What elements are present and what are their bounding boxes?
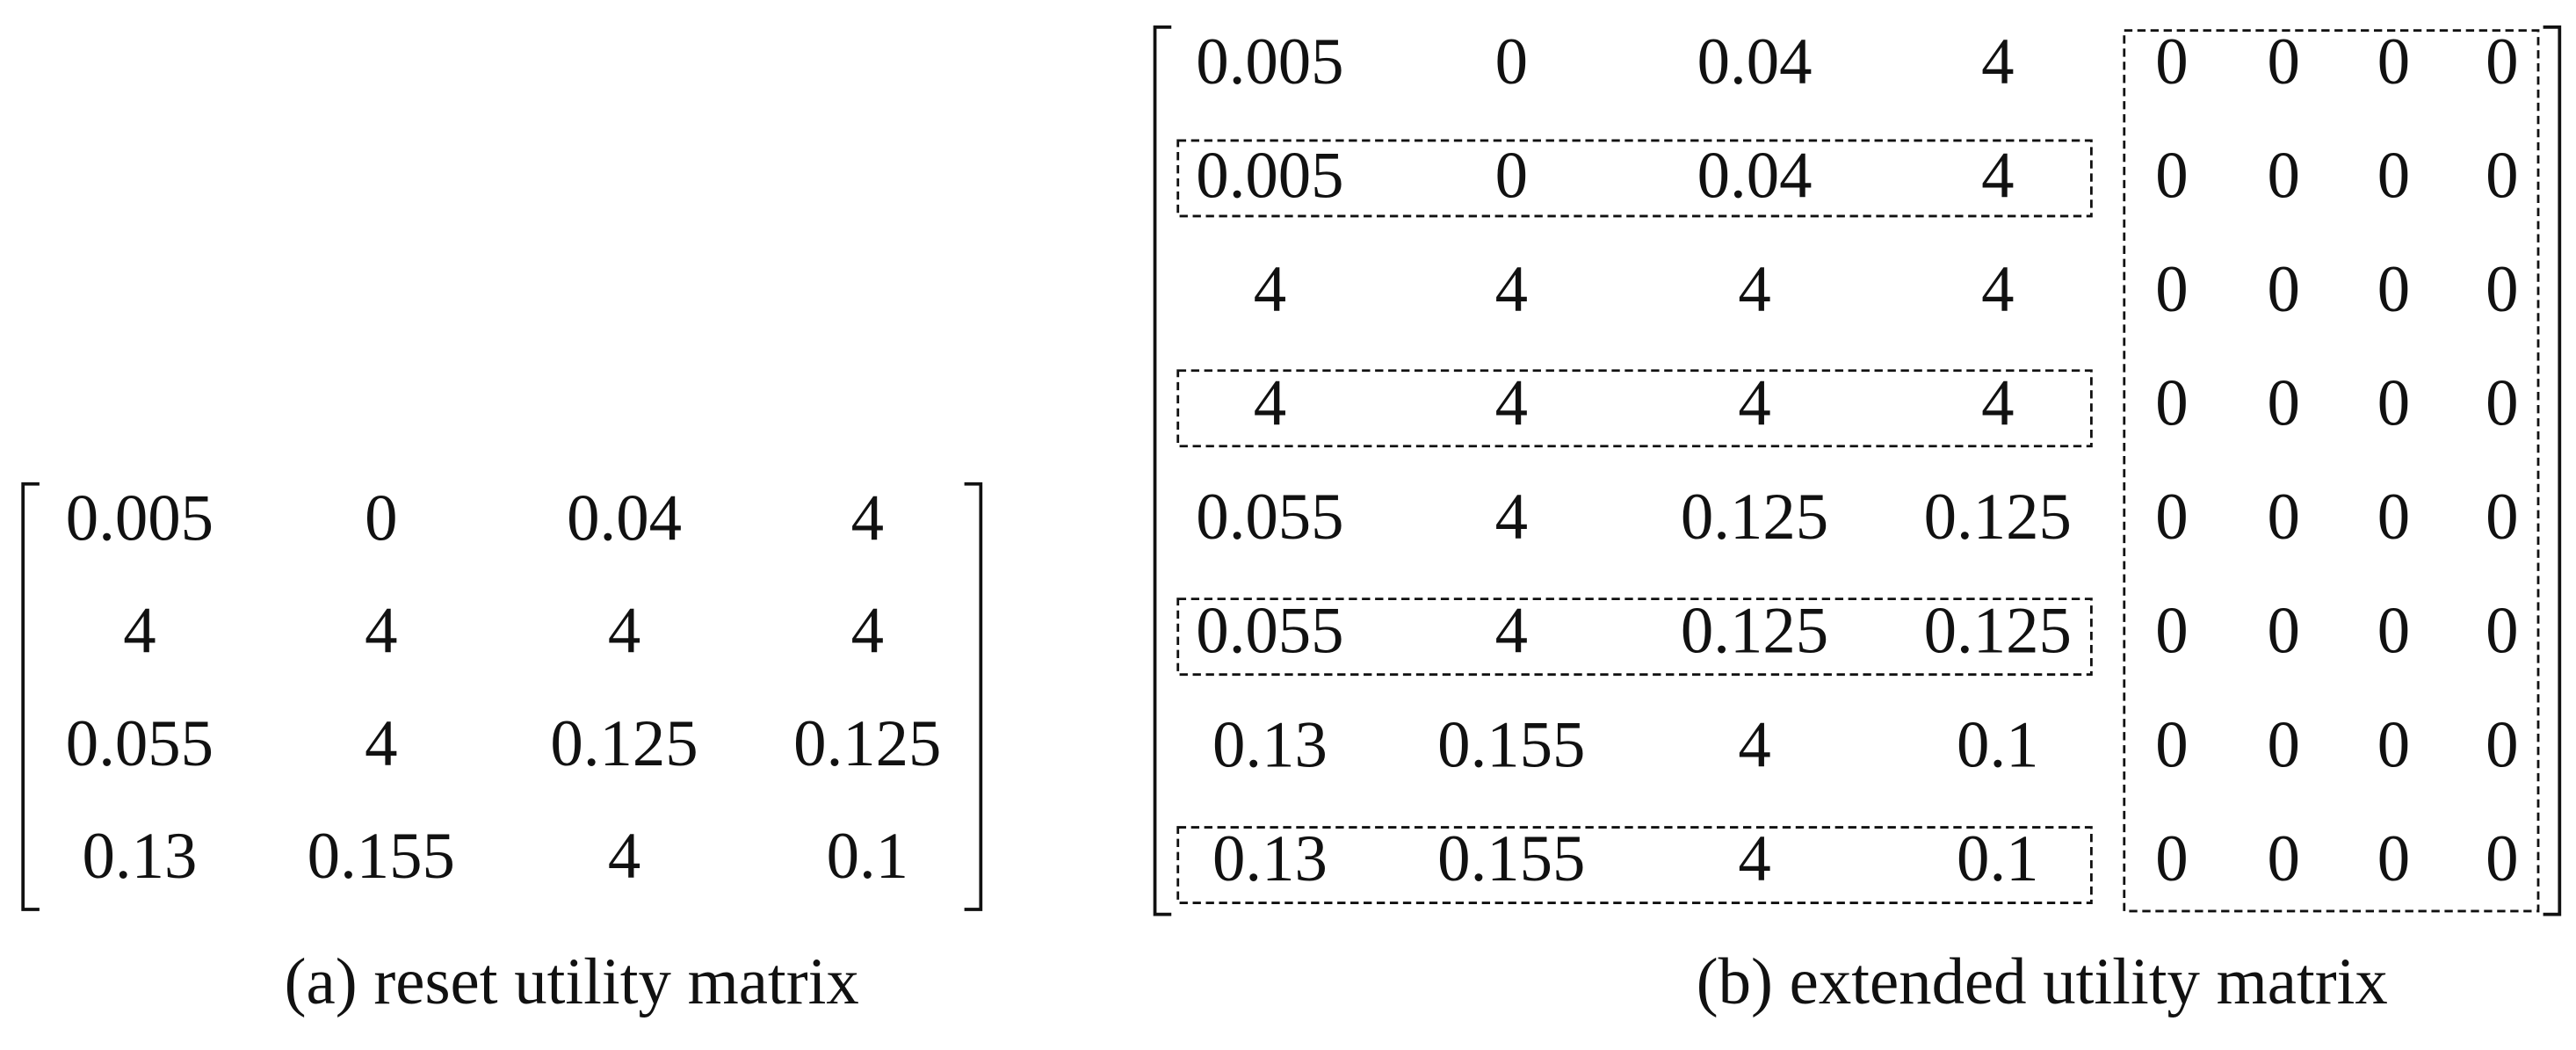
matrix-cell: 0: [1495, 25, 1528, 98]
matrix-cell: 0: [2155, 595, 2188, 668]
matrix-cell: 0: [2267, 139, 2299, 212]
matrix-cell: 4: [365, 707, 397, 780]
matrix-cell: 0: [2155, 253, 2188, 326]
matrix-cell: 0.125: [550, 707, 698, 780]
matrix-cell: 0.1: [1957, 708, 2038, 781]
matrix-cell: 4: [1738, 367, 1770, 440]
matrix-cell: 4: [1738, 253, 1770, 326]
matrix-cell: 0.055: [1196, 481, 1343, 554]
matrix-cell: 4: [608, 820, 640, 893]
matrix-cell: 0: [2267, 253, 2299, 326]
matrix-cell: 4: [1495, 595, 1528, 668]
matrix-cell: 0: [2377, 139, 2410, 212]
matrix-cell: 0.125: [1681, 481, 1828, 554]
matrix-cell: 0: [2486, 708, 2518, 781]
matrix-cell: 0.125: [793, 707, 941, 780]
matrix-cell: 4: [851, 595, 884, 668]
matrix-cell: 0: [2486, 367, 2518, 440]
caption: (b) extended utility matrix: [1697, 945, 2388, 1018]
matrix-cell: 0: [2267, 822, 2299, 895]
bracket-right: [964, 482, 983, 911]
matrix-cell: 0.125: [1681, 595, 1828, 668]
matrix-cell: 0.1: [827, 820, 908, 893]
matrix-cell: 0: [2377, 481, 2410, 554]
matrix-cell: 0.13: [1212, 708, 1328, 781]
matrix-cell: 0: [2267, 481, 2299, 554]
row-box: [1176, 369, 2093, 448]
matrix-cell: 0: [2267, 595, 2299, 668]
row-box: [1176, 597, 2093, 677]
bracket-left: [21, 482, 40, 911]
matrix-cell: 0: [2155, 25, 2188, 98]
matrix-cell: 4: [1495, 481, 1528, 554]
matrix-cell: 0.1: [1957, 822, 2038, 895]
matrix-cell: 0.155: [1437, 822, 1585, 895]
matrix-cell: 0.005: [66, 482, 213, 555]
matrix-cell: 0.125: [1924, 595, 2072, 668]
matrix-cell: 4: [365, 595, 397, 668]
matrix-cell: 0.055: [66, 707, 213, 780]
row-box: [1176, 826, 2093, 904]
matrix-cell: 4: [1738, 708, 1770, 781]
matrix-cell: 0.13: [83, 820, 198, 893]
matrix-cell: 0.155: [308, 820, 455, 893]
bracket-left: [1153, 25, 1172, 916]
matrix-cell: 0: [2155, 708, 2188, 781]
matrix-cell: 4: [1254, 253, 1286, 326]
matrix-cell: 0: [2377, 822, 2410, 895]
matrix-cell: 4: [123, 595, 156, 668]
matrix-cell: 4: [1495, 367, 1528, 440]
matrix-cell: 0.055: [1196, 595, 1343, 668]
matrix-cell: 4: [1981, 139, 2014, 212]
matrix-cell: 0: [2377, 253, 2410, 326]
matrix-cell: 0: [2267, 367, 2299, 440]
matrix-cell: 4: [1981, 367, 2014, 440]
matrix-cell: 0: [2155, 139, 2188, 212]
matrix-cell: 0.155: [1437, 708, 1585, 781]
matrix-cell: 0: [2155, 367, 2188, 440]
caption: (a) reset utility matrix: [285, 945, 859, 1018]
matrix-cell: 4: [851, 482, 884, 555]
matrix-cell: 0: [2486, 595, 2518, 668]
matrix-cell: 0: [2377, 595, 2410, 668]
matrix-cell: 4: [1981, 25, 2014, 98]
matrix-cell: 0: [365, 482, 397, 555]
matrix-cell: 0: [2486, 253, 2518, 326]
matrix-cell: 4: [1254, 367, 1286, 440]
matrix-cell: 0.005: [1196, 139, 1343, 212]
matrix-cell: 0: [2486, 139, 2518, 212]
matrix-cell: 4: [1495, 253, 1528, 326]
column-box: [2123, 29, 2540, 913]
matrix-cell: 0: [2486, 822, 2518, 895]
matrix-cell: 0: [2377, 708, 2410, 781]
matrix-cell: 4: [1738, 822, 1770, 895]
row-box: [1176, 139, 2093, 218]
matrix-cell: 0: [2486, 481, 2518, 554]
matrix-cell: 0.04: [567, 482, 682, 555]
matrix-cell: 0: [2155, 481, 2188, 554]
matrix-cell: 0.04: [1697, 139, 1813, 212]
matrix-cell: 0: [2377, 367, 2410, 440]
matrix-cell: 0.04: [1697, 25, 1813, 98]
bracket-right: [2543, 25, 2562, 916]
matrix-cell: 4: [1981, 253, 2014, 326]
matrix-cell: 0: [2267, 708, 2299, 781]
matrix-cell: 0: [1495, 139, 1528, 212]
matrix-cell: 0.125: [1924, 481, 2072, 554]
matrix-cell: 0: [2155, 822, 2188, 895]
matrix-cell: 4: [608, 595, 640, 668]
matrix-cell: 0: [2267, 25, 2299, 98]
matrix-cell: 0: [2486, 25, 2518, 98]
matrix-cell: 0: [2377, 25, 2410, 98]
matrix-cell: 0.005: [1196, 25, 1343, 98]
matrix-cell: 0.13: [1212, 822, 1328, 895]
